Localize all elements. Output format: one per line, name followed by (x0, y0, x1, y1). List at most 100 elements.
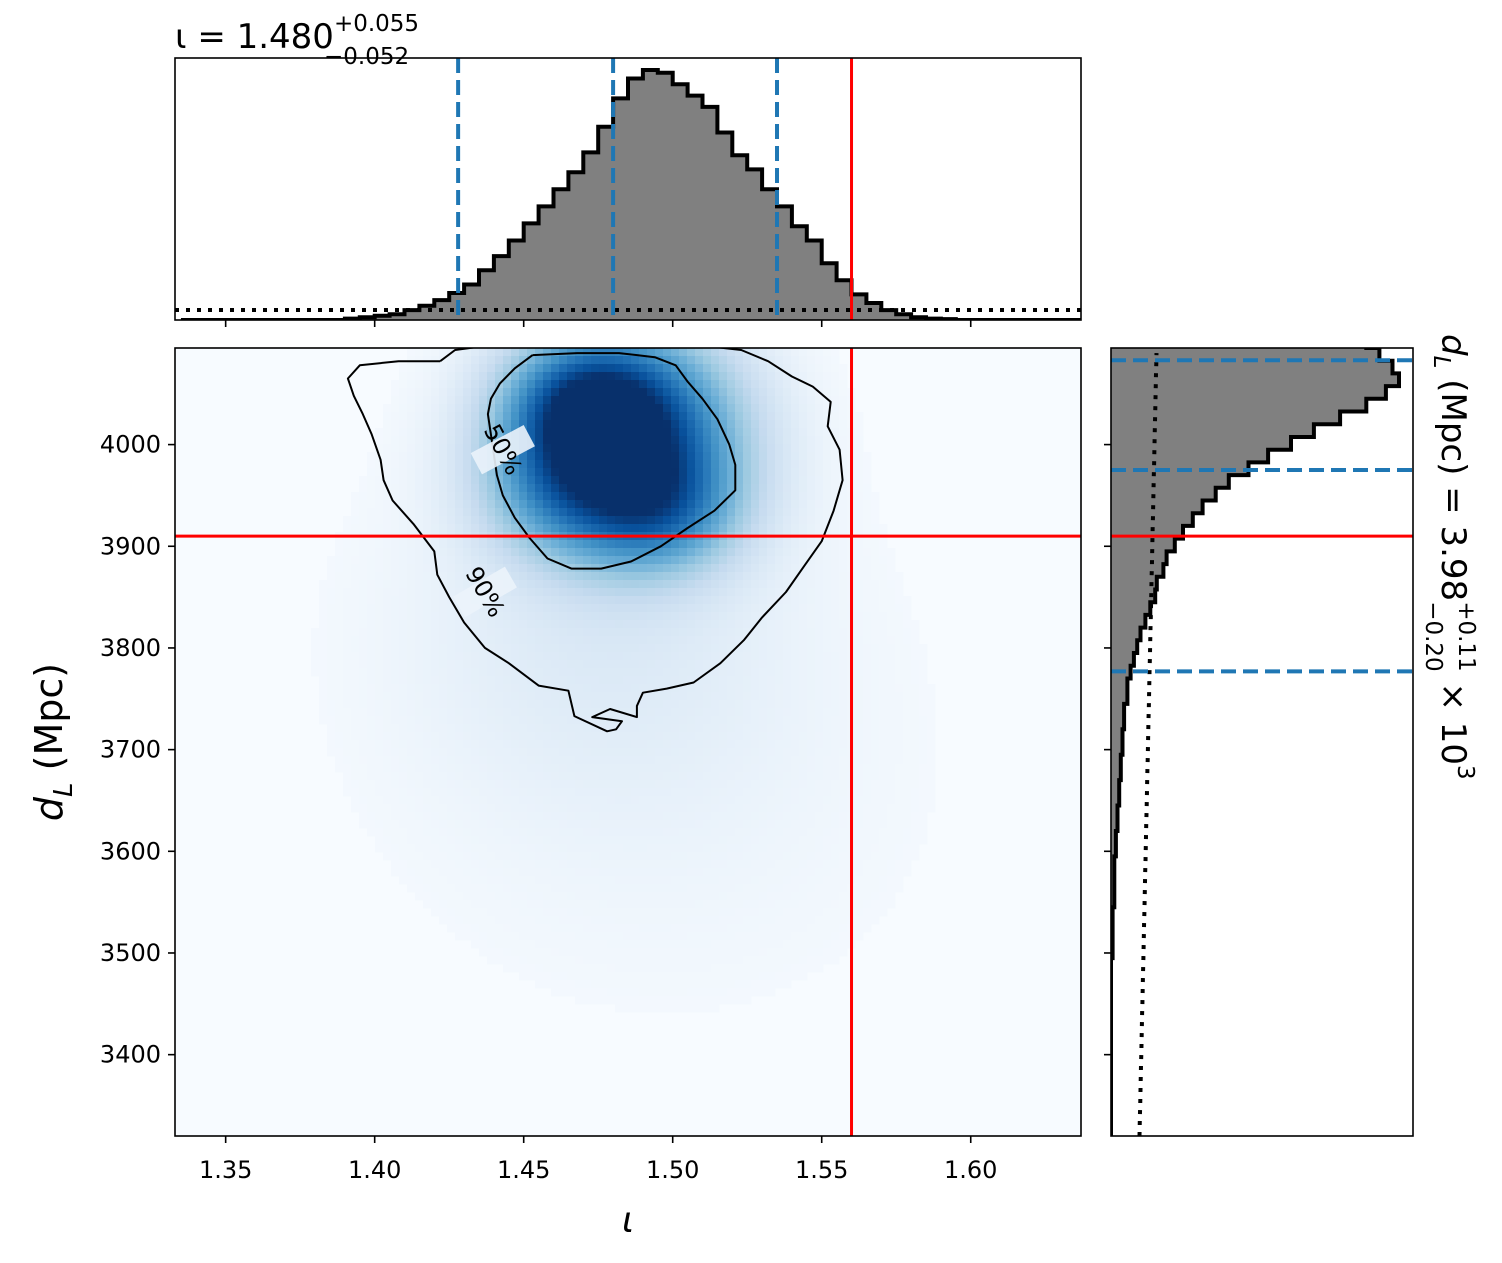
heatmap-cell (575, 356, 584, 365)
heatmap-cell (655, 956, 664, 965)
heatmap-cell (703, 692, 712, 701)
heatmap-cell (367, 612, 376, 621)
heatmap-cell (663, 884, 672, 893)
heatmap-cell (839, 796, 848, 805)
heatmap-cell (407, 388, 416, 397)
heatmap-cell (495, 884, 504, 893)
heatmap-cell (655, 740, 664, 749)
heatmap-cell (519, 820, 528, 829)
heatmap-cell (695, 404, 704, 413)
heatmap-cell (583, 924, 592, 933)
heatmap-cell (423, 628, 432, 637)
heatmap-cell (415, 596, 424, 605)
heatmap-cell (503, 412, 512, 421)
heatmap-cell (455, 628, 464, 637)
heatmap-cell (439, 860, 448, 869)
heatmap-cell (631, 796, 640, 805)
heatmap-cell (647, 860, 656, 869)
heatmap-cell (583, 588, 592, 597)
heatmap-cell (479, 668, 488, 677)
heatmap-cell (807, 676, 816, 685)
heatmap-cell (711, 996, 720, 1005)
heatmap-cell (687, 924, 696, 933)
heatmap-cell (791, 484, 800, 493)
heatmap-cell (335, 636, 344, 645)
heatmap-cell (655, 892, 664, 901)
heatmap-cell (695, 604, 704, 613)
heatmap-cell (343, 652, 352, 661)
heatmap-cell (367, 756, 376, 765)
heatmap-cell (583, 652, 592, 661)
heatmap-cell (767, 908, 776, 917)
heatmap-cell (671, 460, 680, 469)
heatmap-cell (543, 396, 552, 405)
heatmap-cell (799, 452, 808, 461)
heatmap-cell (527, 716, 536, 725)
heatmap-cell (591, 700, 600, 709)
heatmap-cell (335, 612, 344, 621)
heatmap-cell (639, 860, 648, 869)
heatmap-cell (799, 796, 808, 805)
heatmap-cell (591, 716, 600, 725)
heatmap-cell (583, 484, 592, 493)
heatmap-cell (855, 852, 864, 861)
heatmap-cell (743, 476, 752, 485)
heatmap-cell (703, 596, 712, 605)
heatmap-cell (839, 828, 848, 837)
heatmap-cell (559, 876, 568, 885)
heatmap-cell (535, 588, 544, 597)
heatmap-cell (663, 844, 672, 853)
heatmap-cell (495, 812, 504, 821)
heatmap-cell (391, 476, 400, 485)
heatmap-cell (479, 412, 488, 421)
heatmap-cell (615, 948, 624, 957)
heatmap-cell (487, 900, 496, 909)
heatmap-cell (775, 676, 784, 685)
heatmap-cell (367, 460, 376, 469)
heatmap-cell (551, 612, 560, 621)
heatmap-cell (575, 860, 584, 869)
heatmap-cell (775, 732, 784, 741)
heatmap-cell (487, 524, 496, 533)
heatmap-cell (471, 884, 480, 893)
heatmap-cell (519, 460, 528, 469)
heatmap-cell (591, 524, 600, 533)
heatmap-cell (831, 684, 840, 693)
heatmap-cell (767, 804, 776, 813)
heatmap-cell (783, 516, 792, 525)
heatmap-cell (615, 604, 624, 613)
heatmap-cell (679, 812, 688, 821)
heatmap-cell (767, 420, 776, 429)
heatmap-cell (319, 612, 328, 621)
heatmap-cell (663, 620, 672, 629)
heatmap-cell (367, 484, 376, 493)
heatmap-cell (391, 780, 400, 789)
heatmap-cell (455, 828, 464, 837)
heatmap-cell (447, 564, 456, 573)
heatmap-cell (495, 716, 504, 725)
heatmap-cell (735, 668, 744, 677)
heatmap-cell (479, 916, 488, 925)
heatmap-cell (631, 508, 640, 517)
heatmap-cell (415, 524, 424, 533)
heatmap-cell (751, 460, 760, 469)
heatmap-cell (743, 396, 752, 405)
heatmap-cell (655, 516, 664, 525)
heatmap-cell (671, 796, 680, 805)
heatmap-cell (631, 980, 640, 989)
heatmap-cell (535, 468, 544, 477)
heatmap-cell (671, 772, 680, 781)
heatmap-cell (367, 708, 376, 717)
heatmap-cell (583, 604, 592, 613)
heatmap-cell (599, 420, 608, 429)
heatmap-cell (567, 572, 576, 581)
heatmap-cell (391, 620, 400, 629)
heatmap-cell (655, 924, 664, 933)
heatmap-cell (535, 932, 544, 941)
heatmap-cell (855, 796, 864, 805)
heatmap-cell (471, 844, 480, 853)
heatmap-cell (527, 692, 536, 701)
heatmap-cell (583, 972, 592, 981)
heatmap-cell (423, 380, 432, 389)
heatmap-cell (551, 572, 560, 581)
